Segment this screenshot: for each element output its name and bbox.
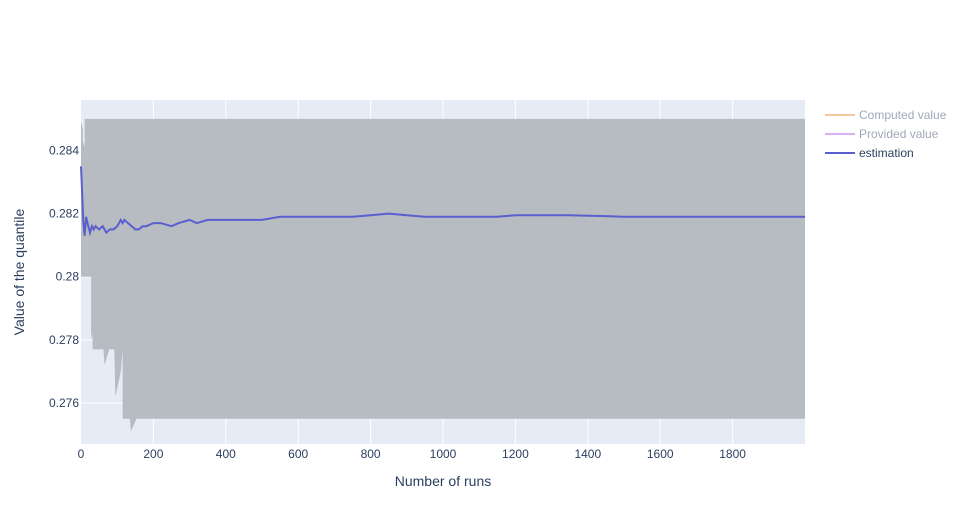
legend[interactable]: Computed value Provided value estimation (825, 108, 947, 160)
x-tick-label: 1800 (719, 447, 746, 461)
legend-item-provided-value[interactable]: Provided value (825, 127, 939, 141)
y-tick-label: 0.278 (49, 333, 79, 347)
x-tick-label: 800 (361, 447, 381, 461)
x-tick-label: 200 (143, 447, 163, 461)
confidence-band (81, 118, 805, 432)
x-axis-ticks: 0 200 400 600 800 1000 1200 1400 1600 1800 (78, 447, 747, 461)
legend-label: Computed value (859, 108, 947, 122)
x-tick-label: 1200 (502, 447, 529, 461)
series-lines (80, 166, 805, 237)
legend-label: estimation (859, 146, 914, 160)
y-axis-ticks: 0.276 0.278 0.28 0.282 0.284 (49, 143, 79, 409)
legend-label: Provided value (859, 127, 939, 141)
x-axis-title: Number of runs (395, 473, 491, 489)
y-tick-label: 0.28 (56, 270, 80, 284)
legend-item-computed-value[interactable]: Computed value (825, 108, 947, 122)
y-tick-label: 0.276 (49, 396, 79, 410)
x-tick-label: 400 (216, 447, 236, 461)
y-axis-title: Value of the quantile (11, 208, 27, 335)
legend-item-estimation[interactable]: estimation (825, 146, 914, 160)
x-tick-label: 1400 (574, 447, 601, 461)
y-tick-label: 0.284 (49, 143, 79, 157)
confidence-band-area (81, 118, 805, 432)
x-tick-label: 0 (78, 447, 85, 461)
x-tick-label: 600 (288, 447, 308, 461)
series-line-estimation (80, 166, 805, 237)
x-tick-label: 1600 (647, 447, 674, 461)
x-tick-label: 1000 (430, 447, 457, 461)
y-tick-label: 0.282 (49, 207, 79, 221)
